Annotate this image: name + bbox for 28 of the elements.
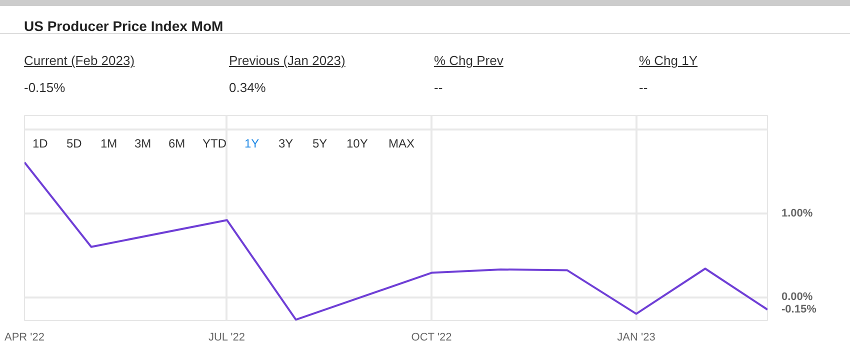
- text: Previous (Jan 2023): [229, 52, 346, 70]
- chart-title: US Producer Price Index MoM: [24, 17, 224, 36]
- x-tick-label: JAN '23: [617, 332, 656, 344]
- annotation: 5D: [66, 136, 82, 150]
- annotation: 6M: [168, 136, 186, 150]
- text: -0.15%: [24, 78, 66, 97]
- annotation: 1D: [32, 136, 48, 150]
- annotation: 1Y: [244, 136, 260, 150]
- x-tick-label: OCT '22: [411, 332, 452, 344]
- y-tick-label: 1.00%: [782, 207, 813, 220]
- annotation: YTD: [202, 136, 227, 150]
- annotation: 5Y: [312, 136, 328, 150]
- data-label: -0.15%: [782, 304, 817, 316]
- text: --: [639, 78, 649, 97]
- text: % Chg Prev: [434, 52, 504, 70]
- line-series: [24, 161, 768, 320]
- annotation: 3Y: [278, 136, 294, 150]
- annotation: MAX: [388, 136, 415, 150]
- annotation: 3M: [134, 136, 152, 150]
- x-tick-label: JUL '22: [208, 332, 246, 344]
- y-tick-label: 0.00%: [782, 291, 813, 304]
- annotation: 1M: [100, 136, 118, 150]
- text: 0.34%: [229, 78, 267, 97]
- x-tick-label: APR '22: [4, 332, 45, 344]
- text: Current (Feb 2023): [24, 52, 135, 70]
- annotation: 10Y: [346, 136, 368, 150]
- text: % Chg 1Y: [639, 52, 698, 70]
- text: --: [434, 78, 444, 97]
